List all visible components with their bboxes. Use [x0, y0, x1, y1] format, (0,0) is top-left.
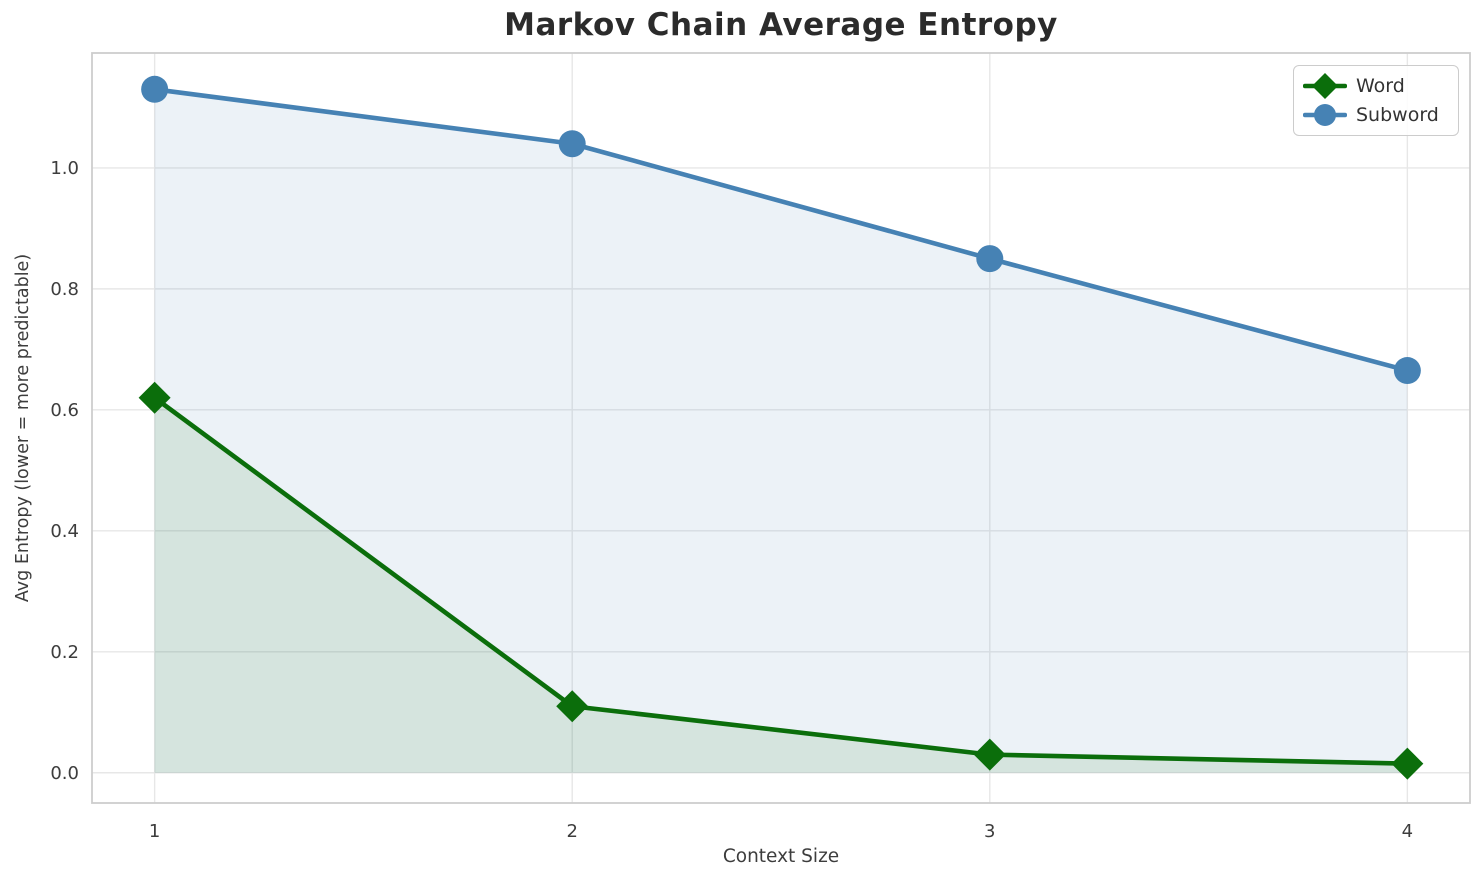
x-tick-label: 1	[149, 821, 160, 842]
y-tick-label: 0.4	[50, 521, 79, 542]
data-point-word	[1391, 747, 1424, 780]
x-tick-label: 4	[1402, 821, 1413, 842]
chart-title: Markov Chain Average Entropy	[504, 7, 1058, 43]
data-point-word	[556, 690, 589, 723]
series-line-word	[152, 395, 1410, 766]
data-point-word	[973, 738, 1006, 771]
y-tick-label: 0.0	[50, 763, 79, 784]
legend: Word Subword	[1293, 65, 1459, 136]
data-point-subword	[558, 130, 586, 158]
plot-border	[91, 52, 1471, 804]
x-tick-label: 3	[984, 821, 995, 842]
subword-circle-icon	[1303, 104, 1347, 126]
series-line-subword	[152, 86, 1410, 373]
y-axis-label: Avg Entropy (lower = more predictable)	[13, 253, 33, 603]
word-diamond-icon	[1303, 73, 1347, 99]
data-point-subword	[976, 245, 1004, 273]
legend-item-word: Word	[1303, 73, 1448, 99]
legend-label: Subword	[1356, 104, 1439, 126]
y-tick-label: 0.2	[50, 642, 79, 663]
data-point-word	[138, 381, 171, 414]
x-tick-label: 2	[566, 821, 577, 842]
y-tick-label: 0.6	[50, 400, 79, 421]
legend-item-subword: Subword	[1303, 102, 1448, 128]
area-fill-subword	[154, 89, 1408, 773]
legend-label: Word	[1356, 75, 1405, 97]
y-tick-label: 0.8	[50, 279, 79, 300]
x-axis-label: Context Size	[722, 846, 840, 867]
y-tick-label: 1.0	[50, 158, 79, 179]
area-fill-word	[154, 397, 1408, 773]
data-point-subword	[1393, 357, 1421, 385]
data-point-subword	[141, 75, 169, 103]
